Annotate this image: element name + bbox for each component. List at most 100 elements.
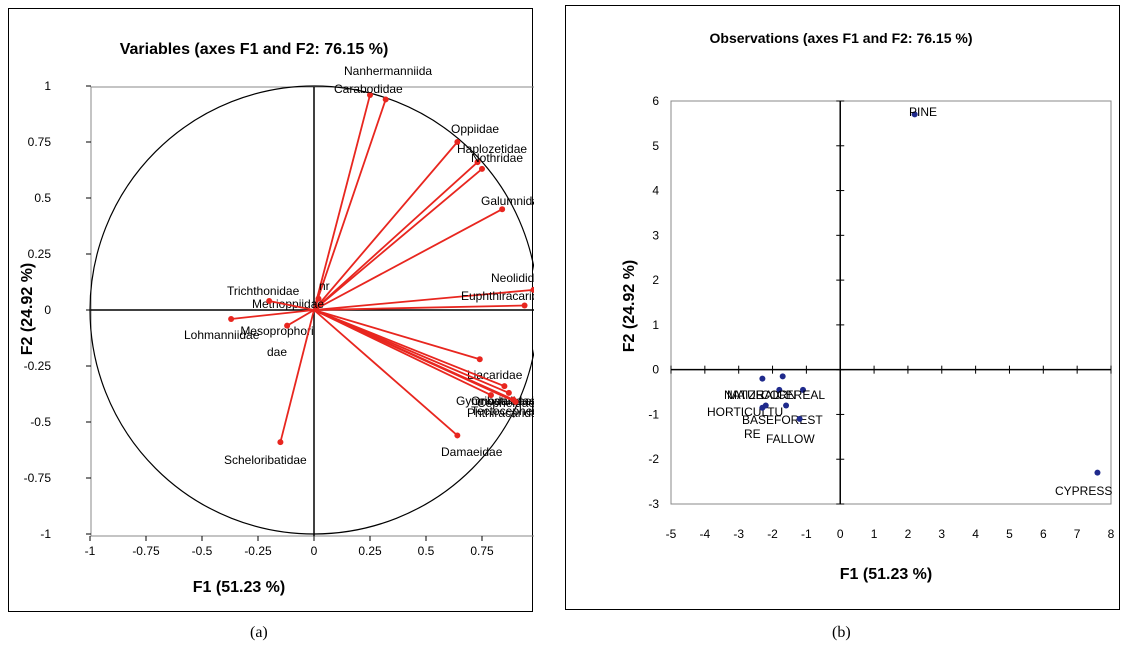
x-tick-label: -0.5 [192, 544, 213, 558]
observations-x-axis-title: F1 (51.23 %) [840, 566, 932, 583]
point-cepheidae [505, 389, 512, 396]
x-tick-label: -0.75 [132, 544, 160, 558]
x-tick-label: -5 [666, 527, 677, 541]
point-label-corn: CORN [761, 388, 796, 402]
point-scheloribatidae [277, 439, 284, 446]
y-tick-label: 5 [652, 139, 659, 153]
point-label-pine: PINE [909, 105, 937, 119]
point-neolididae [530, 286, 534, 293]
point-label-nanhermanniida: Nanhermanniida [344, 64, 432, 78]
y-tick-label: 1 [652, 318, 659, 332]
x-tick-label: 0 [311, 544, 318, 558]
observations-chart: Observations (axes F1 and F2: 76.15 %) F… [621, 30, 1115, 583]
y-tick-label: 0 [652, 363, 659, 377]
point-nothridae [479, 165, 485, 172]
point-label-lohmanniidae: Lohmanniidae [184, 328, 260, 342]
point-label-cypress: CYPRESS [1055, 484, 1112, 498]
y-tick-label: 6 [652, 94, 659, 108]
point-label-neolididae: Neolididae [491, 271, 534, 285]
y-tick-label: -1 [648, 407, 659, 421]
variables-chart-title: Variables (axes F1 and F2: 76.15 %) [120, 41, 389, 58]
point-cypress [1094, 469, 1101, 476]
x-tick-label: 1 [871, 527, 878, 541]
vector-scheloribatidae [279, 309, 315, 443]
x-tick-label: 0.5 [418, 544, 435, 558]
point-natural [759, 375, 766, 382]
y-tick-label: 0.75 [28, 135, 52, 149]
vector-tectocepheidae [313, 309, 516, 403]
x-tick-label: -1 [801, 527, 812, 541]
point-corn [779, 373, 786, 380]
point-galumnidae [499, 206, 506, 213]
point-label-base: BASE [742, 413, 774, 427]
point-mesoprophori-dae [284, 322, 291, 329]
y-tick-label: -3 [648, 497, 659, 511]
y-tick-label: 0 [44, 303, 51, 317]
point-label-euphthiracaridae: Euphthiracaridae [461, 289, 534, 303]
point-forest [783, 402, 790, 409]
vector-mesoprophori-dae [286, 309, 315, 327]
vector-haplozetidae [313, 161, 479, 311]
x-tick-label: 4 [972, 527, 979, 541]
point-haplozetidae [474, 159, 481, 166]
x-tick-label: 3 [938, 527, 945, 541]
y-tick-label: 1 [44, 79, 51, 93]
caption-b: (b) [832, 624, 851, 641]
x-tick-label: 2 [905, 527, 912, 541]
y-tick-label: 3 [652, 228, 659, 242]
x-tick-label: 8 [1108, 527, 1115, 541]
point-lohmanniidae [228, 315, 235, 322]
point-pine [911, 111, 918, 118]
y-tick-label: -1 [40, 527, 51, 541]
point-label-damaeidae: Damaeidae [441, 445, 503, 459]
vector-lohmanniidae [231, 309, 315, 320]
point-label-liacaridae: Liacaridae [467, 368, 523, 382]
point-label-tectocepheidae: Tectocepheidae [471, 404, 534, 418]
vector-nanhermanniida [313, 94, 371, 311]
vector-nothridae [313, 168, 483, 311]
point-cereal [800, 386, 806, 393]
vector-damaeidae [313, 309, 458, 437]
point-base [759, 404, 766, 411]
point-metrioppiidae [313, 304, 320, 311]
point-nr [315, 295, 322, 302]
vector-carabodidae [313, 99, 387, 311]
point-label-nothridae: Nothridae [471, 151, 523, 165]
y-tick-label: 0.5 [34, 191, 51, 205]
point-label-trichthonidae: Trichthonidae [227, 284, 300, 298]
vector-oppiidae [313, 141, 459, 311]
point-label-mesoprophori-dae: Mesoprophori dae [240, 324, 313, 359]
y-tick-label: 0.25 [28, 247, 52, 261]
point-liacaridae [476, 356, 483, 363]
point-oppiidae [454, 139, 461, 145]
y-tick-label: -2 [648, 452, 659, 466]
point-gymnodamaeidae [487, 392, 494, 399]
plot-area-frame [670, 100, 1112, 505]
point-trichthonidae [266, 298, 273, 305]
caption-a: (a) [250, 624, 268, 641]
point-label-cepheidae: Cepheidae [477, 396, 534, 410]
point-euphthiracaridae [521, 302, 528, 309]
point-label-phthiracaridae: Phthiracaridae [467, 406, 534, 420]
x-tick-label: -2 [767, 527, 778, 541]
y-tick-label: -0.25 [24, 359, 52, 373]
vector-trichthonidae [269, 300, 315, 311]
point-tectocepheidae [512, 398, 519, 405]
point-label-carabodidae: Carabodidae [334, 82, 403, 96]
point-label-cereal: CEREAL [777, 388, 825, 402]
point-label-oppiidae: Oppiidae [451, 122, 499, 136]
point-oribatulidae [501, 383, 508, 390]
point-fallow [796, 415, 803, 422]
vector-liacaridae [313, 309, 481, 361]
point-label-galumnidae: Galumnidae [481, 194, 534, 208]
point-label-scheloribatidae: Scheloribatidae [224, 453, 307, 467]
observations-y-axis-title: F2 (24.92 %) [621, 260, 638, 352]
point-nanhermanniida [367, 91, 373, 98]
variables-x-axis-title: F1 (51.23 %) [193, 579, 285, 596]
point-label-natural: NATURAL [724, 388, 779, 402]
variables-y-axis-title: F2 (24.92 %) [19, 263, 36, 355]
variables-chart-panel: Variables (axes F1 and F2: 76.15 %) F1 (… [8, 8, 534, 612]
y-tick-label: 4 [652, 184, 659, 198]
point-maize [776, 386, 783, 393]
observations-chart-title: Observations (axes F1 and F2: 76.15 %) [710, 30, 973, 46]
